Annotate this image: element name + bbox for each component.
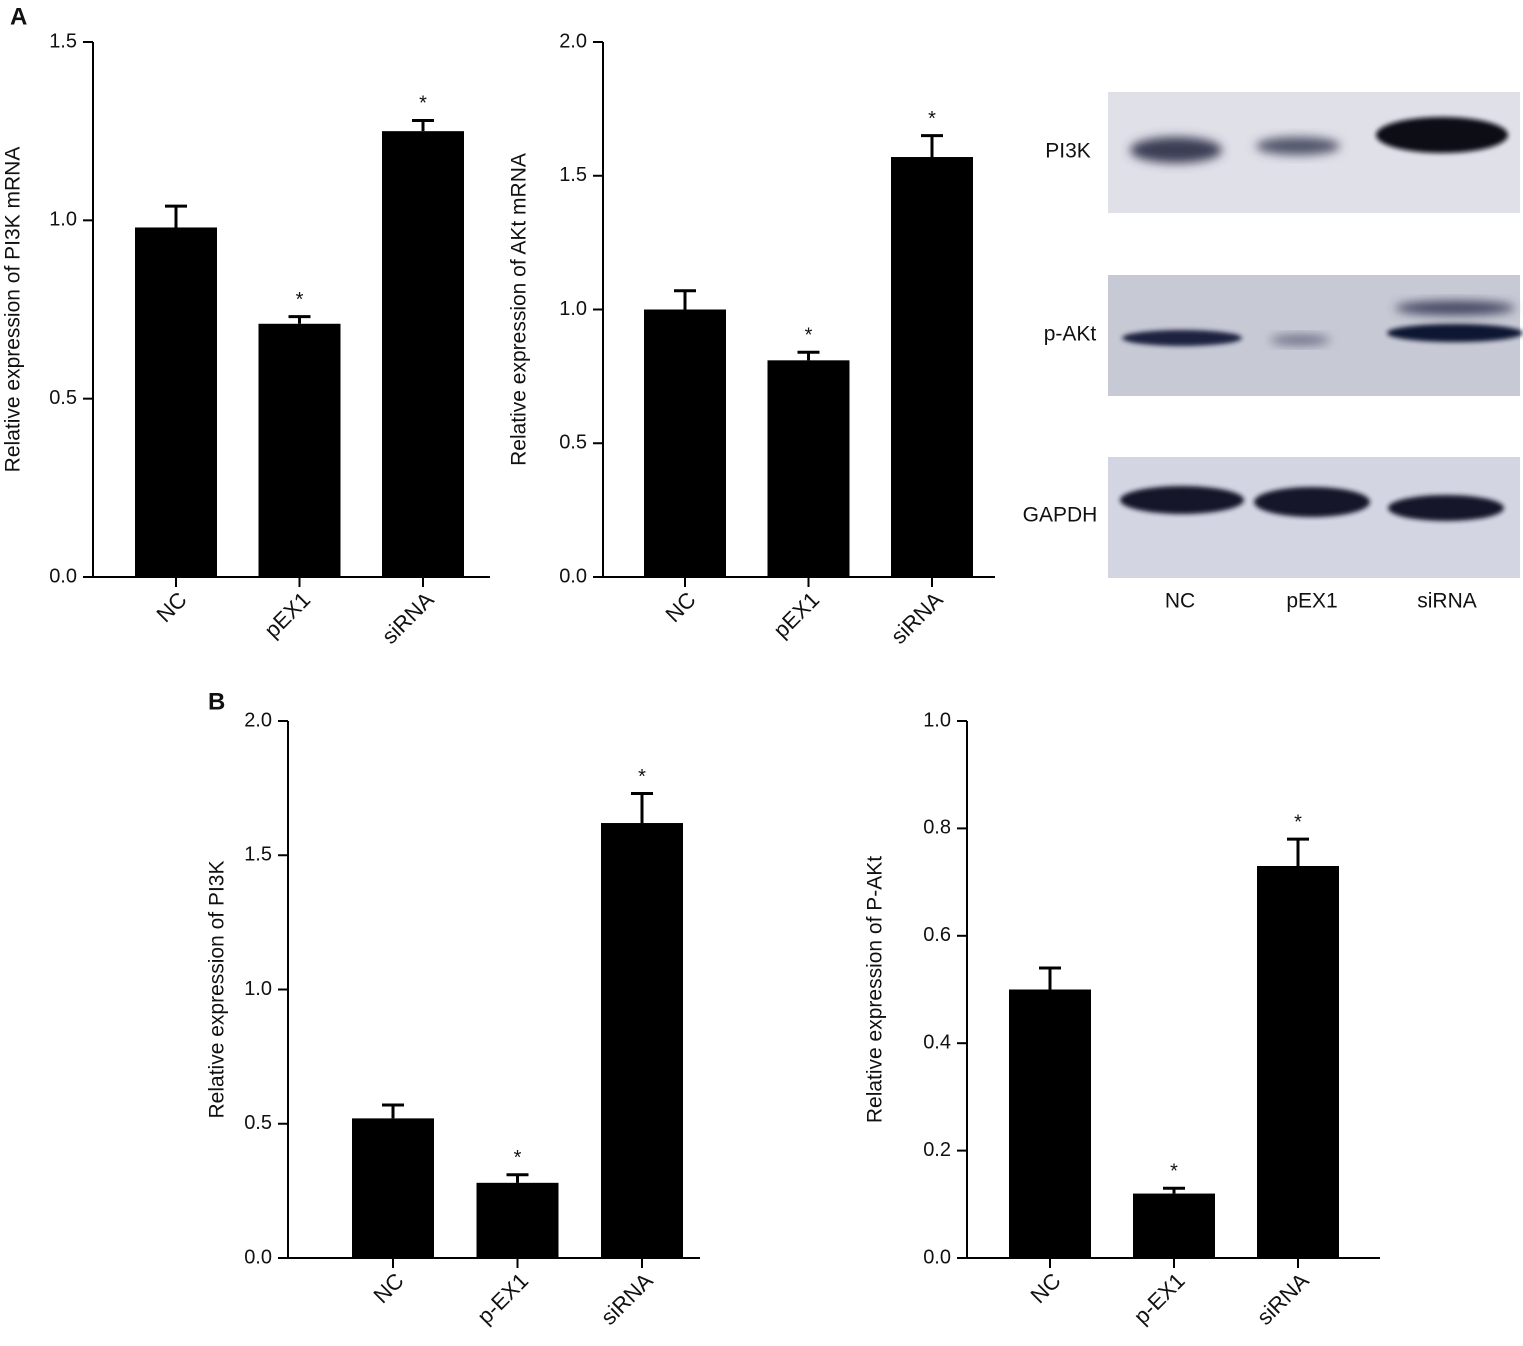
bar [135, 227, 217, 577]
error-bar [506, 1173, 529, 1183]
y-tick-label: 0.6 [923, 924, 951, 946]
band [1130, 137, 1222, 163]
y-tick-label: 1.5 [559, 164, 587, 186]
blot-row-label: p-AKt [1044, 323, 1097, 346]
y-tick-label: 1.5 [244, 844, 272, 866]
x-tick-label: p-EX1 [1129, 1268, 1190, 1329]
band [1395, 301, 1515, 315]
y-tick-label: 0.5 [244, 1112, 272, 1134]
band [1122, 330, 1242, 346]
blot-row-label: GAPDH [1023, 504, 1098, 527]
blot-lane-label: pEX1 [1286, 590, 1337, 613]
y-axis-title: Relative expression of PI3K [206, 861, 229, 1119]
x-tick-label: NC [660, 587, 700, 627]
bar [601, 823, 683, 1258]
significance-mark: * [1170, 1160, 1178, 1182]
y-tick-label: 2.0 [244, 709, 272, 731]
y-tick-label: 0.4 [923, 1031, 951, 1053]
y-tick-label: 0.0 [559, 565, 587, 587]
significance-mark: * [638, 766, 646, 788]
error-bar [412, 118, 434, 132]
band [1120, 486, 1244, 514]
x-tick-label: pEX1 [259, 587, 315, 643]
x-tick-label: siRNA [377, 587, 439, 649]
blot-lane-label: siRNA [1417, 590, 1477, 613]
x-tick-label: p-EX1 [472, 1268, 533, 1329]
bar [352, 1118, 434, 1258]
y-tick-label: 1.0 [559, 298, 587, 320]
error-bar [382, 1103, 404, 1119]
error-bar [797, 350, 820, 361]
error-bar [631, 791, 653, 824]
y-tick-label: 0.5 [49, 387, 77, 409]
bar [767, 360, 850, 577]
error-bar [1163, 1186, 1185, 1194]
band [1376, 117, 1508, 153]
x-tick-label: pEX1 [768, 587, 824, 643]
x-tick-label: NC [151, 587, 191, 627]
y-axis-title: Relative expression of AKt mRNA [508, 153, 531, 466]
bar [382, 131, 464, 577]
y-tick-label: 0.2 [923, 1139, 951, 1161]
band [1254, 487, 1370, 517]
y-axis-title: Relative expression of PI3K mRNA [2, 147, 25, 473]
y-tick-label: 1.0 [49, 209, 77, 231]
x-tick-label: siRNA [886, 587, 948, 649]
x-tick-label: siRNA [596, 1268, 658, 1330]
panel-label: B [208, 688, 225, 715]
band [1388, 495, 1504, 521]
significance-mark: * [805, 325, 813, 347]
bar [891, 157, 973, 577]
band [1270, 335, 1330, 345]
western-blot: PI3K p-AKt GAPDH NC pEX1 siRNA [1023, 92, 1523, 613]
bar [1009, 989, 1091, 1258]
blot-lane-label: NC [1165, 590, 1195, 613]
y-tick-label: 0.0 [49, 565, 77, 587]
y-tick-label: 1.0 [923, 709, 951, 731]
x-tick-label: siRNA [1252, 1268, 1314, 1330]
band [1387, 324, 1523, 342]
significance-mark: * [1294, 811, 1302, 833]
bar [644, 309, 726, 577]
bar [258, 323, 341, 577]
y-tick-label: 0.0 [923, 1246, 951, 1268]
significance-mark: * [928, 108, 936, 130]
bar [1133, 1193, 1215, 1258]
x-tick-label: NC [368, 1268, 408, 1308]
panel-label: A [10, 3, 27, 30]
bar [1257, 865, 1339, 1258]
significance-mark: * [514, 1147, 522, 1169]
x-tick-label: NC [1025, 1268, 1065, 1308]
error-bar [165, 204, 187, 228]
significance-mark: * [296, 289, 304, 311]
error-bar [288, 315, 311, 324]
error-bar [674, 289, 696, 310]
bar [476, 1182, 559, 1258]
band [1256, 137, 1340, 155]
y-axis-title: Relative expression of P-AKt [864, 856, 887, 1123]
error-bar [921, 134, 943, 158]
error-bar [1287, 837, 1309, 866]
y-tick-label: 0.5 [559, 432, 587, 454]
y-tick-label: 0.0 [244, 1246, 272, 1268]
significance-mark: * [419, 93, 427, 115]
y-tick-label: 1.5 [49, 30, 77, 52]
y-tick-label: 1.0 [244, 978, 272, 1000]
y-tick-label: 2.0 [559, 30, 587, 52]
y-tick-label: 0.8 [923, 817, 951, 839]
blot-row-label: PI3K [1045, 140, 1091, 163]
error-bar [1039, 966, 1061, 990]
